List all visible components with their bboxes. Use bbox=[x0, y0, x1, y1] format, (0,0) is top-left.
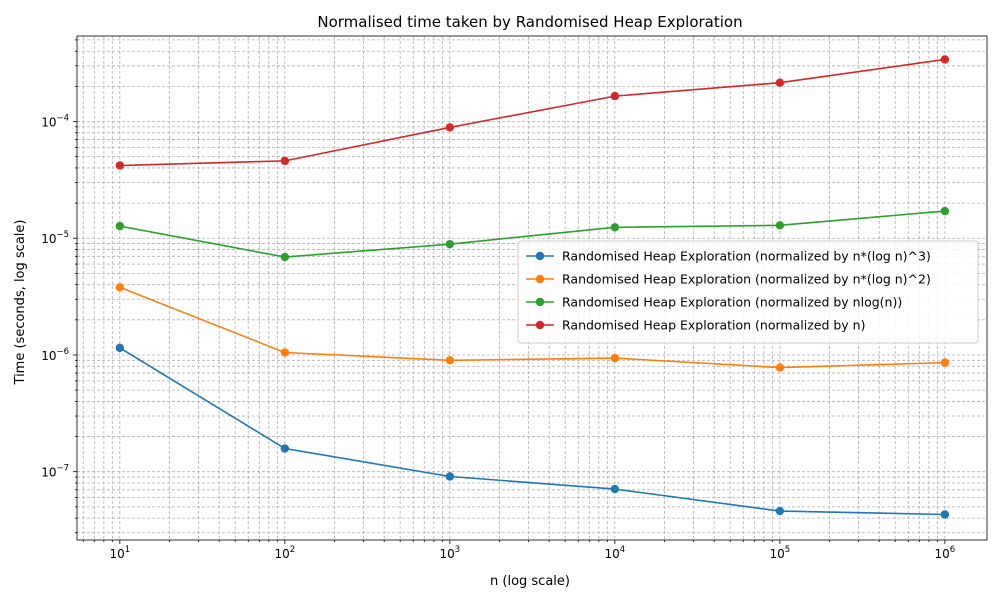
data-point bbox=[115, 221, 125, 231]
series-line bbox=[119, 58, 945, 167]
ticks: 101 102 103 104 105 106 10−7 10−6 10−5 10−4 bbox=[41, 39, 956, 561]
legend-swatch-marker bbox=[535, 274, 545, 284]
data-point bbox=[610, 91, 620, 101]
data-point bbox=[115, 343, 125, 353]
y-tick-label: 10−7 bbox=[41, 464, 69, 480]
series-3 bbox=[115, 55, 950, 170]
legend-item: Randomised Heap Exploration (normalized … bbox=[526, 249, 931, 264]
legend-item: Randomised Heap Exploration (normalized … bbox=[526, 295, 902, 310]
data-point bbox=[445, 472, 455, 481]
series-1 bbox=[115, 283, 950, 372]
data-point bbox=[610, 223, 620, 232]
data-point bbox=[280, 156, 290, 166]
series-layer bbox=[115, 55, 950, 519]
legend-swatch-marker bbox=[535, 320, 545, 330]
legend-label: Randomised Heap Exploration (normalized … bbox=[562, 318, 865, 333]
data-point bbox=[775, 506, 785, 516]
data-point bbox=[445, 123, 455, 132]
data-point bbox=[940, 510, 950, 519]
data-point bbox=[610, 353, 620, 363]
data-point bbox=[280, 252, 290, 262]
legend-swatch-marker bbox=[535, 251, 545, 261]
x-tick-label: 102 bbox=[274, 545, 295, 561]
series-0 bbox=[115, 343, 950, 519]
data-point bbox=[775, 363, 785, 372]
data-point bbox=[940, 55, 950, 64]
legend-label: Randomised Heap Exploration (normalized … bbox=[562, 295, 902, 310]
x-tick-label: 101 bbox=[109, 545, 130, 561]
data-point bbox=[445, 356, 455, 365]
series-line bbox=[119, 210, 945, 258]
data-point bbox=[280, 444, 290, 453]
legend-label: Randomised Heap Exploration (normalized … bbox=[562, 249, 931, 264]
data-point bbox=[940, 358, 950, 367]
legend-label: Randomised Heap Exploration (normalized … bbox=[562, 272, 931, 287]
series-2 bbox=[115, 206, 950, 262]
data-point bbox=[610, 484, 620, 494]
x-tick-label: 104 bbox=[605, 545, 626, 561]
series-line bbox=[119, 347, 945, 516]
series-line bbox=[119, 286, 945, 369]
data-point bbox=[280, 348, 290, 357]
data-point bbox=[115, 161, 125, 170]
legend-item: Randomised Heap Exploration (normalized … bbox=[526, 318, 865, 333]
x-tick-label: 106 bbox=[935, 545, 956, 561]
data-point bbox=[775, 221, 785, 230]
y-tick-label: 10−4 bbox=[41, 113, 69, 129]
legend-item: Randomised Heap Exploration (normalized … bbox=[526, 272, 931, 287]
y-axis-label: Time (seconds, log scale) bbox=[13, 220, 28, 386]
x-tick-label: 103 bbox=[440, 545, 461, 561]
y-tick-label: 10−5 bbox=[41, 230, 69, 246]
chart-title: Normalised time taken by Randomised Heap… bbox=[317, 13, 742, 31]
data-point bbox=[775, 78, 785, 87]
x-tick-label: 105 bbox=[770, 545, 791, 561]
legend: Randomised Heap Exploration (normalized … bbox=[517, 240, 979, 344]
legend-box bbox=[517, 240, 979, 344]
x-axis-label: n (log scale) bbox=[490, 574, 570, 589]
legend-swatch-marker bbox=[535, 297, 545, 307]
data-point bbox=[940, 206, 950, 216]
data-point bbox=[115, 283, 125, 292]
data-point bbox=[445, 239, 455, 249]
plot-frame bbox=[76, 35, 988, 541]
y-tick-label: 10−6 bbox=[41, 347, 69, 363]
